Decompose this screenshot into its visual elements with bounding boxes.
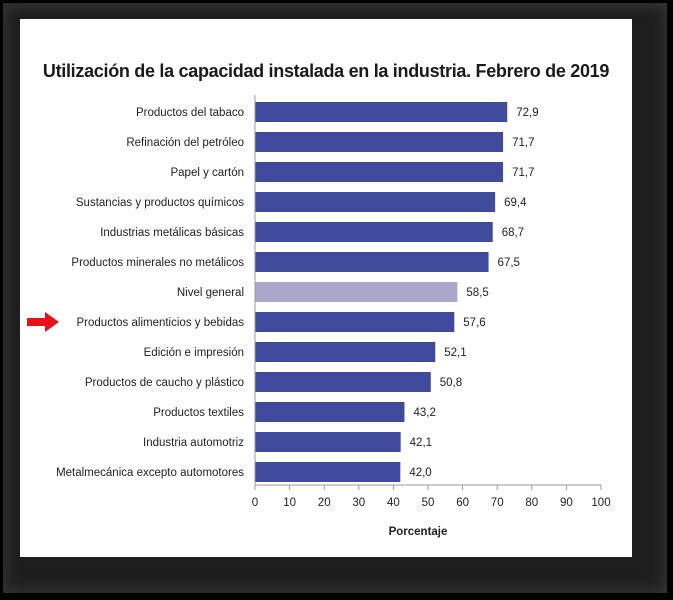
bar <box>255 192 496 212</box>
category-label: Metalmecánica excepto automotores <box>56 467 244 479</box>
category-label: Productos textiles <box>153 407 244 419</box>
x-tick-label: 100 <box>591 497 610 509</box>
x-tick-label: 70 <box>491 497 504 509</box>
value-label: 72,9 <box>516 107 538 119</box>
bar <box>255 372 431 392</box>
category-label: Productos del tabaco <box>136 107 244 119</box>
value-label: 67,5 <box>498 257 520 269</box>
category-label: Edición e impresión <box>144 347 244 359</box>
category-label: Productos minerales no metálicos <box>71 257 244 269</box>
x-tick-label: 50 <box>422 497 435 509</box>
category-label: Refinación del petróleo <box>126 137 244 149</box>
bar <box>255 102 508 122</box>
value-label: 71,7 <box>512 167 534 179</box>
value-label: 57,6 <box>463 317 485 329</box>
category-label: Papel y cartón <box>170 167 244 179</box>
x-tick-label: 90 <box>560 497 573 509</box>
value-label: 58,5 <box>466 287 488 299</box>
category-label: Sustancias y productos químicos <box>76 197 244 209</box>
value-label: 42,0 <box>409 467 431 479</box>
category-label: Industria automotriz <box>143 437 244 449</box>
chart-title: Utilización de la capacidad instalada en… <box>42 61 610 81</box>
x-tick-label: 10 <box>283 497 296 509</box>
category-label: Nivel general <box>177 287 244 299</box>
value-label: 68,7 <box>502 227 524 239</box>
bar <box>255 162 504 182</box>
value-label: 69,4 <box>504 197 527 209</box>
bar <box>255 432 401 452</box>
value-label: 50,8 <box>440 377 462 389</box>
bar <box>255 252 489 272</box>
highlight-arrow <box>27 312 59 332</box>
x-tick-label: 20 <box>318 497 331 509</box>
bar <box>255 132 504 152</box>
value-label: 42,1 <box>410 437 432 449</box>
category-label: Industrias metálicas básicas <box>100 227 244 239</box>
value-label: 52,1 <box>444 347 466 359</box>
x-tick-label: 60 <box>456 497 469 509</box>
x-tick-label: 0 <box>252 497 258 509</box>
x-tick-label: 30 <box>352 497 365 509</box>
x-tick-label: 40 <box>387 497 400 509</box>
bar <box>255 462 401 482</box>
bar <box>255 222 493 242</box>
value-label: 71,7 <box>512 137 534 149</box>
category-label: Productos de caucho y plástico <box>85 377 244 389</box>
x-tick-label: 80 <box>525 497 538 509</box>
bar <box>255 402 405 422</box>
value-label: 43,2 <box>413 407 435 419</box>
x-axis-title: Porcentaje <box>389 526 448 538</box>
bar <box>255 342 436 362</box>
category-label: Productos alimenticios y bebidas <box>77 317 245 329</box>
bar <box>255 312 455 332</box>
bar <box>255 282 458 302</box>
